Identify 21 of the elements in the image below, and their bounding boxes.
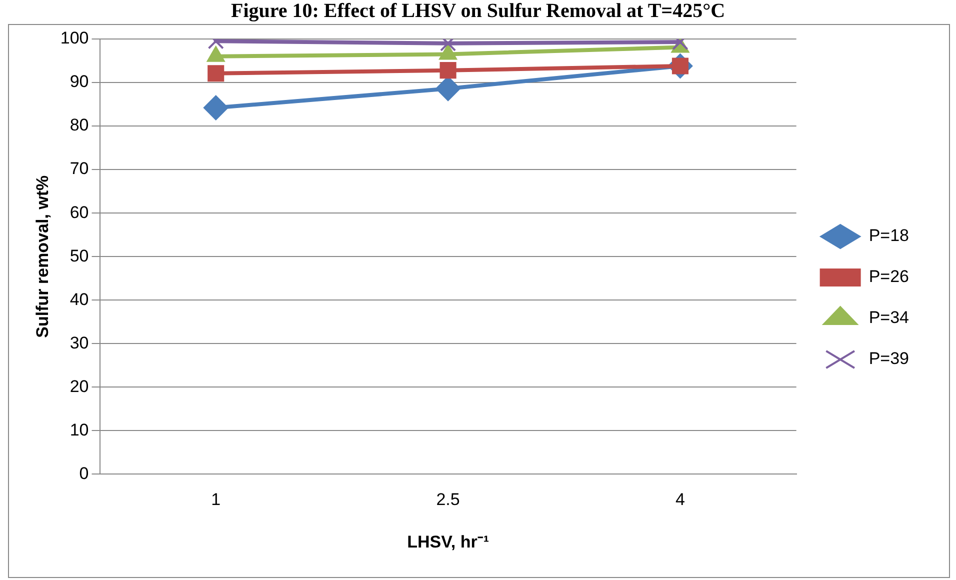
y-tick-label: 50 bbox=[70, 246, 89, 266]
legend-label: P=26 bbox=[868, 267, 910, 286]
y-tick-label: 100 bbox=[60, 28, 89, 48]
y-tick-label: 20 bbox=[70, 376, 89, 396]
x-tick-label: 1 bbox=[211, 490, 221, 510]
x-tick-label: 2.5 bbox=[436, 490, 460, 510]
y-tick-label: 80 bbox=[70, 116, 89, 135]
y-axis-title: Sulfur removal, wt% bbox=[32, 175, 52, 338]
y-tick-label: 90 bbox=[70, 72, 89, 92]
y-tick-label: 70 bbox=[70, 159, 89, 178]
y-tick-label: 60 bbox=[70, 202, 89, 222]
chart-title: Figure 10: Effect of LHSV on Sulfur Removal at T=425°C bbox=[230, 0, 726, 22]
legend-label: P=34 bbox=[868, 308, 910, 328]
legend-label: P=18 bbox=[868, 226, 910, 246]
y-tick-label: 10 bbox=[70, 420, 89, 440]
y-tick-label: 40 bbox=[70, 290, 89, 309]
y-tick-label: 30 bbox=[70, 333, 89, 352]
x-tick-label: 4 bbox=[675, 490, 685, 510]
x-axis-title: LHSV, hr⁻¹ bbox=[407, 532, 490, 552]
legend-label: P=39 bbox=[868, 349, 910, 368]
y-tick-label: 0 bbox=[79, 464, 89, 483]
